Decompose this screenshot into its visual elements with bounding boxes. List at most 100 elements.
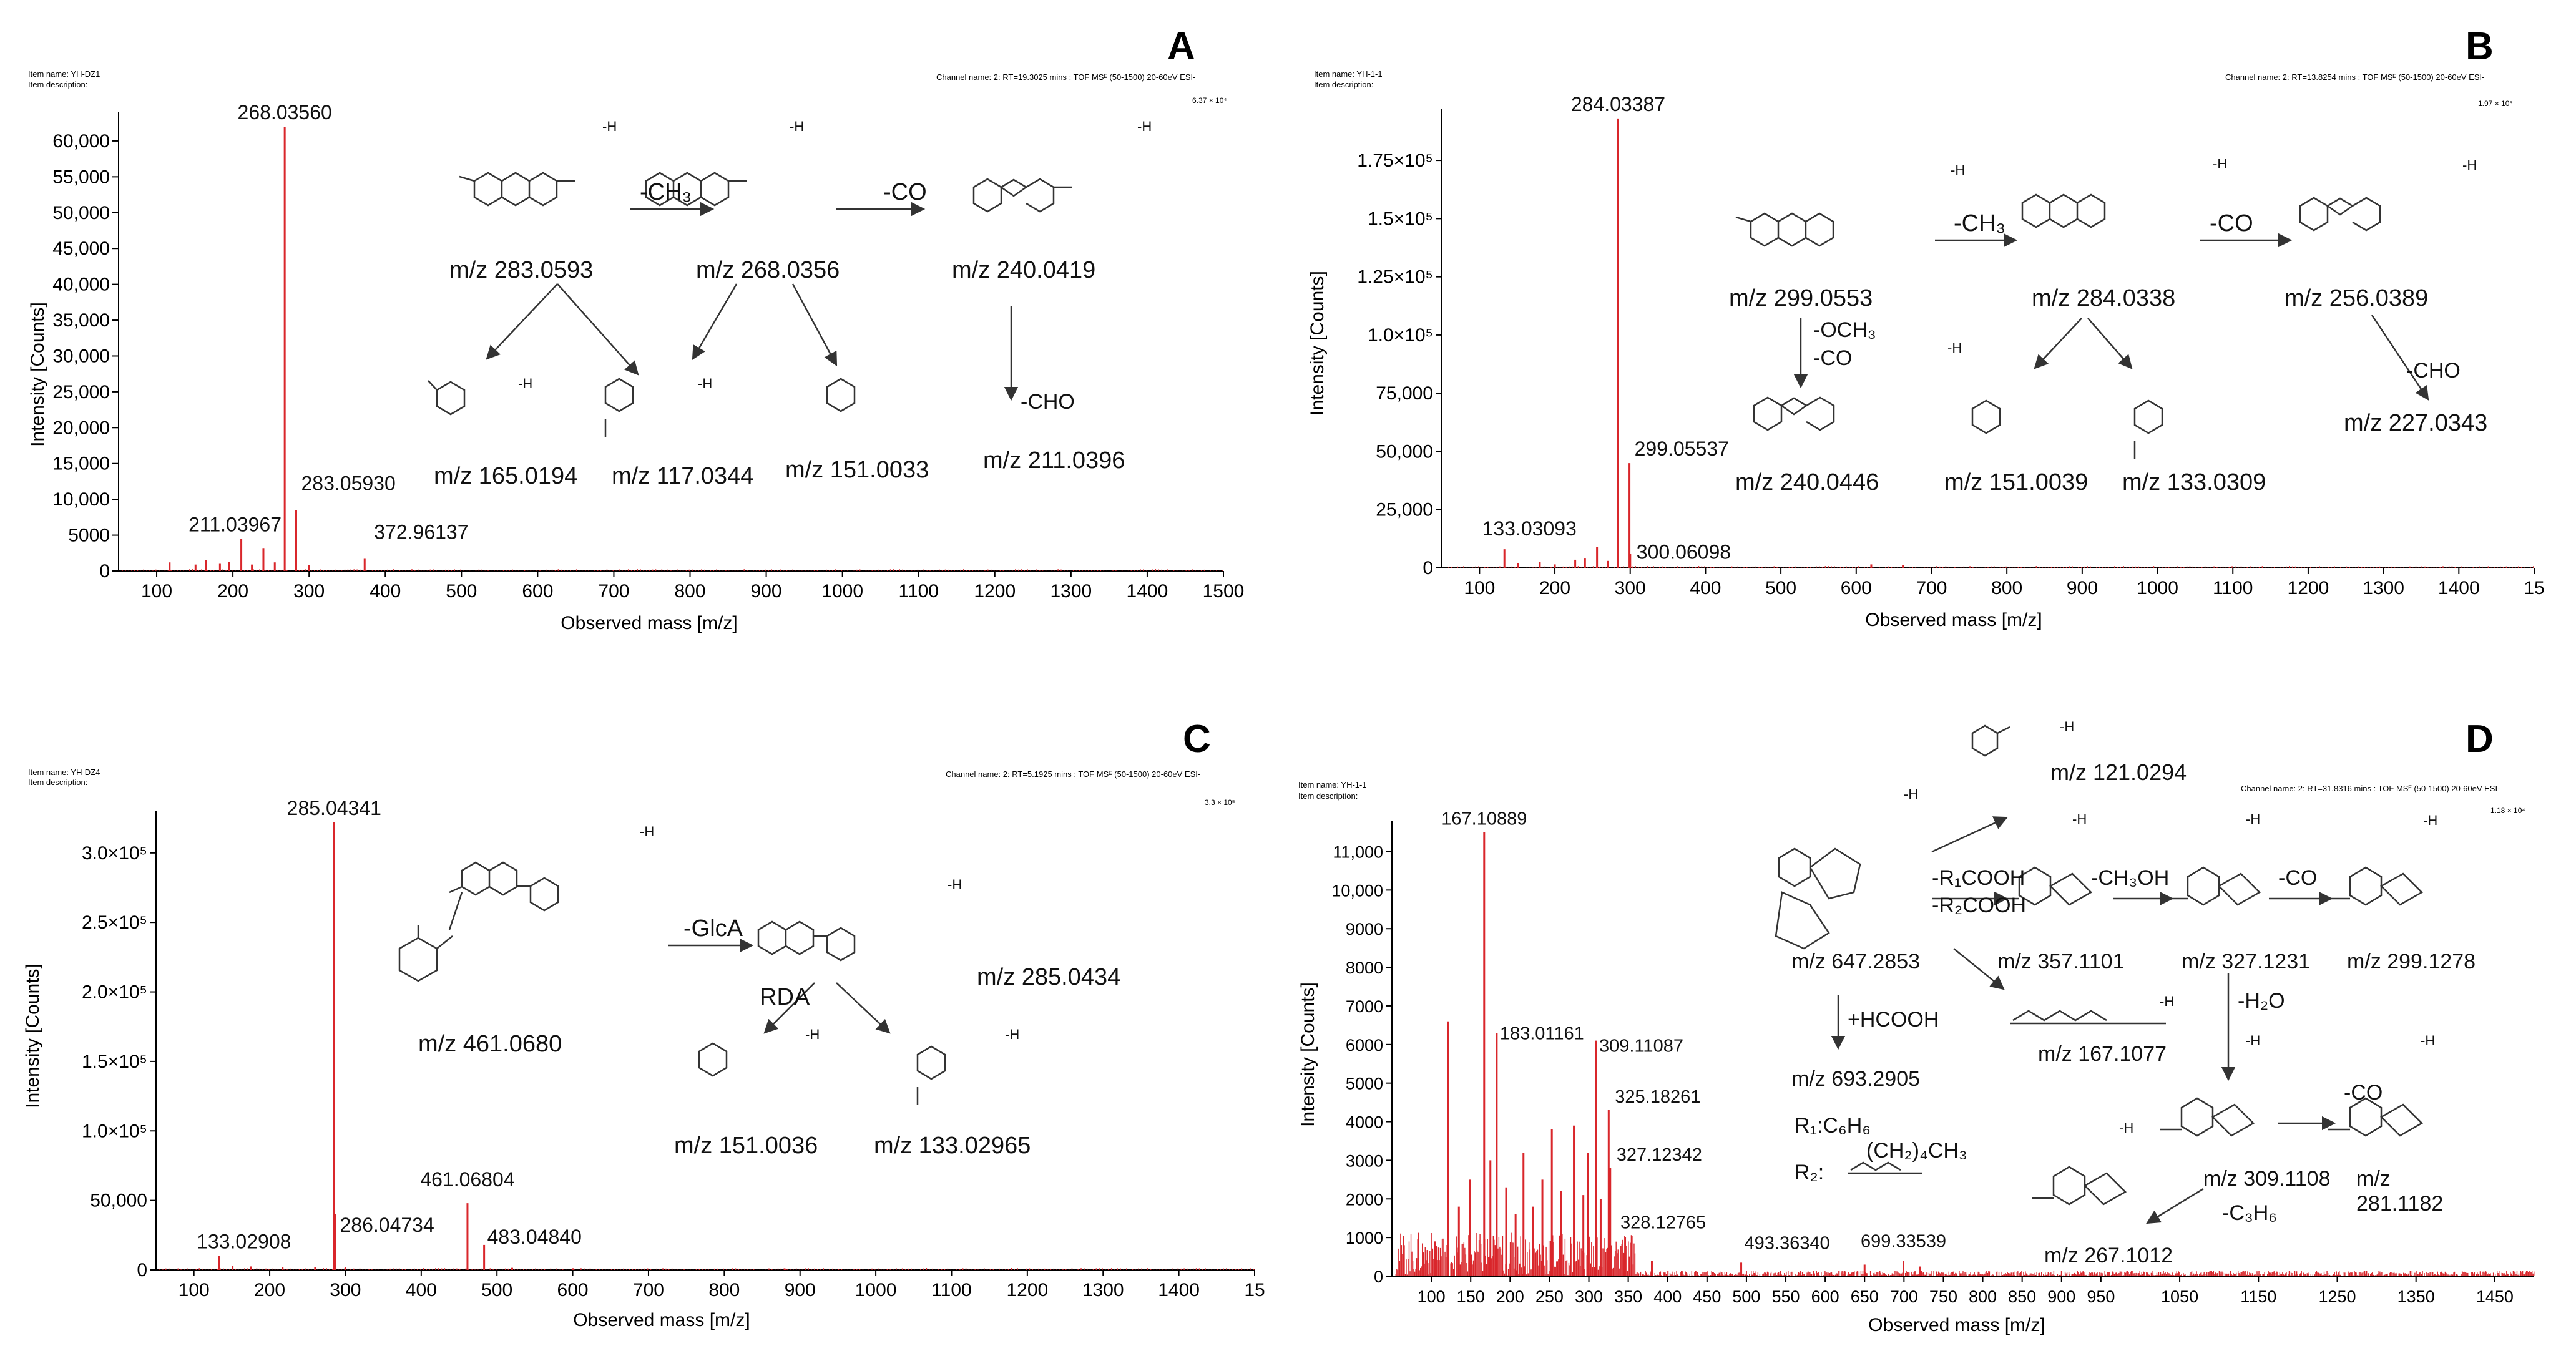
y-axis-label: Intensity [Counts] [27,302,48,447]
peak-label: 183.01161 [1500,1023,1584,1043]
y-tick-label: 8000 [1346,958,1383,977]
peak-label: 167.10889 [1441,809,1527,829]
y-tick-label: 1.0×10⁵ [1368,325,1433,346]
x-tick-label: 200 [217,581,248,602]
y-tick-label: 60,000 [52,131,110,152]
y-tick-label: 25,000 [52,382,110,402]
x-tick-label: 550 [1772,1287,1800,1306]
x-tick-label: 1000 [2137,578,2178,598]
x-tick-label: 100 [1418,1287,1446,1306]
x-tick-label: 1100 [931,1280,972,1300]
y-tick-label: 3000 [1346,1151,1383,1170]
x-tick-label: 700 [1890,1287,1918,1306]
item-name: Item name: YH-DZ1 [28,69,100,79]
annotation: m/z 256.0389 [2285,285,2428,311]
y-tick-label: 2.5×10⁵ [82,912,147,933]
y-tick-label: 50,000 [52,203,110,223]
annotation: -C₃H₆ [2222,1201,2277,1225]
charge-tag: -H [640,824,654,839]
x-tick-label: 600 [1841,578,1872,598]
annotation: m/z 151.0033 [785,457,929,483]
panel-letter: B [2466,25,2494,68]
charge-tag: -H [2462,157,2477,173]
y-tick-label: 0 [1374,1267,1383,1286]
peak-label: 300.06098 [1637,541,1731,563]
charge-tag: -H [805,1027,820,1042]
x-tick-label: 1200 [974,581,1016,602]
annotation: m/z [2356,1167,2391,1191]
annotation: m/z 117.0344 [612,463,753,489]
annotations: m/z 299.0553 -CH₃ m/z 284.0338 -CO m/z 2… [1729,210,2487,495]
charge-tag: -H [1137,119,1152,134]
x-tick-label: 1000 [821,581,863,602]
annotation: m/z 283.0593 [449,257,593,283]
y-tick-label: 1.5×10⁵ [1368,208,1433,229]
y-tick-label: 5000 [1346,1075,1383,1093]
annotations: m/z 283.0593 -CH₃ m/z 268.0356 -CO m/z 2… [434,179,1125,489]
x-tick-label: 600 [557,1280,589,1300]
charge-tag: -H [1904,786,1918,802]
y-tick-label: 1.5×10⁵ [82,1051,147,1072]
charge-tag: -H [1947,340,1962,356]
annotation: -CO [2344,1081,2383,1105]
annotation: -CH₃OH [2091,866,2169,890]
peak-label: 268.03560 [238,101,332,124]
charge-tags: -H -H -H -H -H [518,119,1152,391]
annotation: m/z 167.1077 [2038,1042,2167,1066]
y-tick-label: 10,000 [52,489,110,510]
x-tick-label: 400 [1653,1287,1682,1306]
charge-tags: -H -H -H -H [1947,156,2477,356]
panel-letter: D [2466,718,2494,761]
arrows [486,202,1019,401]
y-tick-label: 25,000 [1376,500,1433,520]
arrows [1793,233,2429,401]
x-tick-label: 750 [1929,1287,1957,1306]
y-tick-label: 75,000 [1376,383,1433,404]
peak-label: 309.11087 [1599,1037,1683,1056]
y-tick-label: 2.0×10⁵ [82,982,147,1003]
x-tick-label: 350 [1614,1287,1642,1306]
x-tick-label: 200 [1496,1287,1524,1306]
peak-label: 299.05537 [1635,437,1729,460]
annotations: m/z 461.0680 -GlcA m/z 285.0434 RDA m/z … [418,915,1120,1159]
annotation: m/z 309.1108 [2203,1167,2331,1191]
y-tick-label: 0 [99,561,110,582]
charge-tag: -H [2072,811,2087,827]
item-description: Item description: [1298,791,1358,801]
annotation: 281.1182 [2356,1192,2443,1216]
annotation: (CH₂)₄CH₃ [1866,1139,1967,1163]
peak-label: 327.12342 [1617,1145,1702,1165]
x-tick-label: 1050 [2161,1287,2198,1306]
panel-a: A Item name: YH-DZ1 Item description: Ch… [27,25,1227,633]
y-tick-label: 1.0×10⁵ [82,1121,147,1141]
x-tick-label: 1450 [2476,1287,2514,1306]
scale-factor: 3.3 × 10⁵ [1205,798,1235,807]
charge-tags: -H -H -H -H -H -H -H -H -H [1904,719,2437,1136]
item-description: Item description: [28,778,87,787]
x-tick-label: 100 [179,1280,210,1300]
x-tick-label: 1400 [1127,581,1168,602]
peak-label: 284.03387 [1571,93,1665,115]
annotation: -CO [2210,210,2253,237]
annotation: R₂: [1795,1161,1824,1184]
x-tick-label: 950 [2087,1287,2115,1306]
annotation: m/z 133.0309 [2122,469,2266,495]
annotation: m/z 240.0446 [1735,469,1879,495]
x-tick-label: 600 [1811,1287,1839,1306]
annotation: m/z 211.0396 [983,447,1125,474]
item-description: Item description: [1314,80,1373,89]
peak-label: 286.04734 [340,1214,434,1236]
charge-tag: -H [698,376,712,391]
x-tick-label: 1300 [1082,1280,1124,1300]
x-tick-label: 1350 [2397,1287,2435,1306]
channel-name: Channel name: 2: RT=5.1925 mins : TOF MS… [946,769,1200,779]
x-tick-label: 1100 [2213,578,2253,598]
annotation: -CO [2278,866,2317,890]
x-tick-label: 1400 [1158,1280,1200,1300]
y-tick-label: 50,000 [90,1191,147,1211]
annotation: -OCH₃ [1813,318,1876,342]
panel-letter: A [1167,25,1195,68]
scale-factor: 1.97 × 10⁵ [2478,99,2512,108]
panel-letter: C [1183,718,1211,761]
